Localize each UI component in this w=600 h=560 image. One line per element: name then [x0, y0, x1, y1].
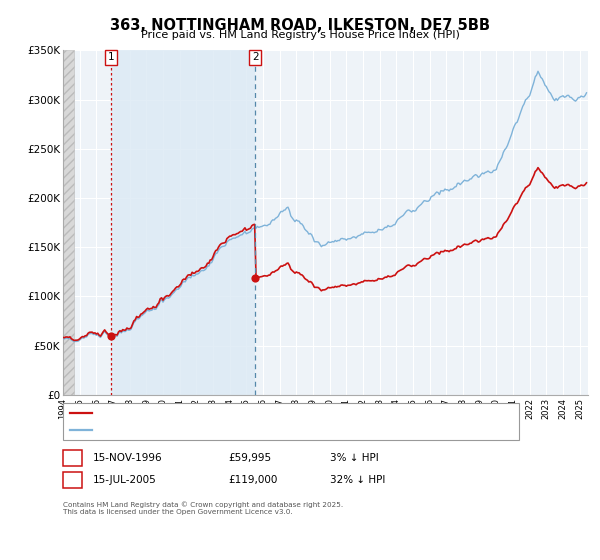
Text: 2: 2: [69, 475, 76, 485]
Point: [106, 332, 116, 340]
Bar: [111, 50, 256, 395]
Text: HPI: Average price, detached house, Erewash: HPI: Average price, detached house, Erew…: [97, 425, 302, 434]
Text: Contains HM Land Registry data © Crown copyright and database right 2025.
This d: Contains HM Land Registry data © Crown c…: [63, 501, 343, 515]
Bar: [63, 50, 74, 395]
Text: 15-NOV-1996: 15-NOV-1996: [93, 453, 163, 463]
Text: Price paid vs. HM Land Registry's House Price Index (HPI): Price paid vs. HM Land Registry's House …: [140, 30, 460, 40]
Text: 363, NOTTINGHAM ROAD, ILKESTON, DE7 5BB: 363, NOTTINGHAM ROAD, ILKESTON, DE7 5BB: [110, 18, 490, 33]
Text: 15-JUL-2005: 15-JUL-2005: [93, 475, 157, 485]
Text: 363, NOTTINGHAM ROAD, ILKESTON, DE7 5BB (detached house): 363, NOTTINGHAM ROAD, ILKESTON, DE7 5BB …: [97, 409, 387, 418]
Text: 1: 1: [107, 52, 115, 62]
Text: 1: 1: [69, 453, 76, 463]
Text: 32% ↓ HPI: 32% ↓ HPI: [330, 475, 385, 485]
Text: £59,995: £59,995: [228, 453, 271, 463]
Text: £119,000: £119,000: [228, 475, 277, 485]
Text: 3% ↓ HPI: 3% ↓ HPI: [330, 453, 379, 463]
Text: 2: 2: [252, 52, 259, 62]
Point: [251, 273, 260, 282]
